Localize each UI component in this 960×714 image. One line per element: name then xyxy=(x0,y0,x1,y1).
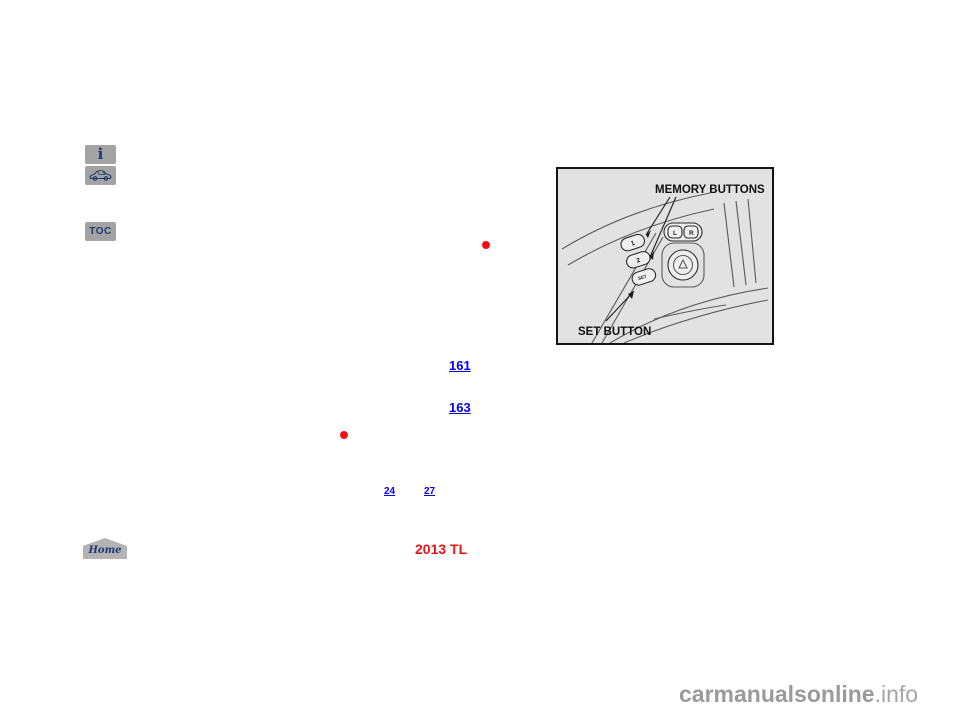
mirror-left-label: L xyxy=(673,230,677,237)
car-icon xyxy=(89,170,112,181)
model-highlight-text: 2013 TL xyxy=(415,541,468,557)
toc-button[interactable]: TOC xyxy=(85,222,116,241)
memory-buttons-callout: MEMORY BUTTONS xyxy=(655,184,765,196)
site-watermark: carmanualsonline.info xyxy=(679,683,918,706)
watermark-tld: .info xyxy=(874,681,919,707)
home-button-label: Home xyxy=(88,545,122,556)
memory-button-stack: 1 2 SET xyxy=(620,233,657,286)
memory-buttons-illustration: 1 2 SET L R MEMORY BUTTONS xyxy=(556,167,774,345)
set-button-callout: SET BUTTON xyxy=(578,326,651,338)
home-button[interactable]: Home xyxy=(83,538,127,559)
watermark-name: carmanualsonline xyxy=(679,681,875,707)
page-link-161[interactable]: 161 xyxy=(449,358,471,373)
page-link-24[interactable]: 24 xyxy=(384,486,396,497)
mirror-right-label: R xyxy=(689,230,694,237)
door-panel-line-art: 1 2 SET L R MEMORY BUTTONS xyxy=(561,184,769,343)
memory-2-label: 2 xyxy=(636,257,642,265)
vehicle-button[interactable] xyxy=(85,166,116,185)
memory-1-label: 1 xyxy=(630,240,636,248)
info-icon: i xyxy=(97,145,104,163)
bullet-dot xyxy=(482,241,490,249)
set-label-on-button: SET xyxy=(637,274,647,282)
bullet-dot xyxy=(340,431,348,439)
page-link-163[interactable]: 163 xyxy=(449,400,471,415)
page-link-27[interactable]: 27 xyxy=(424,486,436,497)
info-button[interactable]: i xyxy=(85,145,116,164)
toc-label: TOC xyxy=(89,226,112,237)
